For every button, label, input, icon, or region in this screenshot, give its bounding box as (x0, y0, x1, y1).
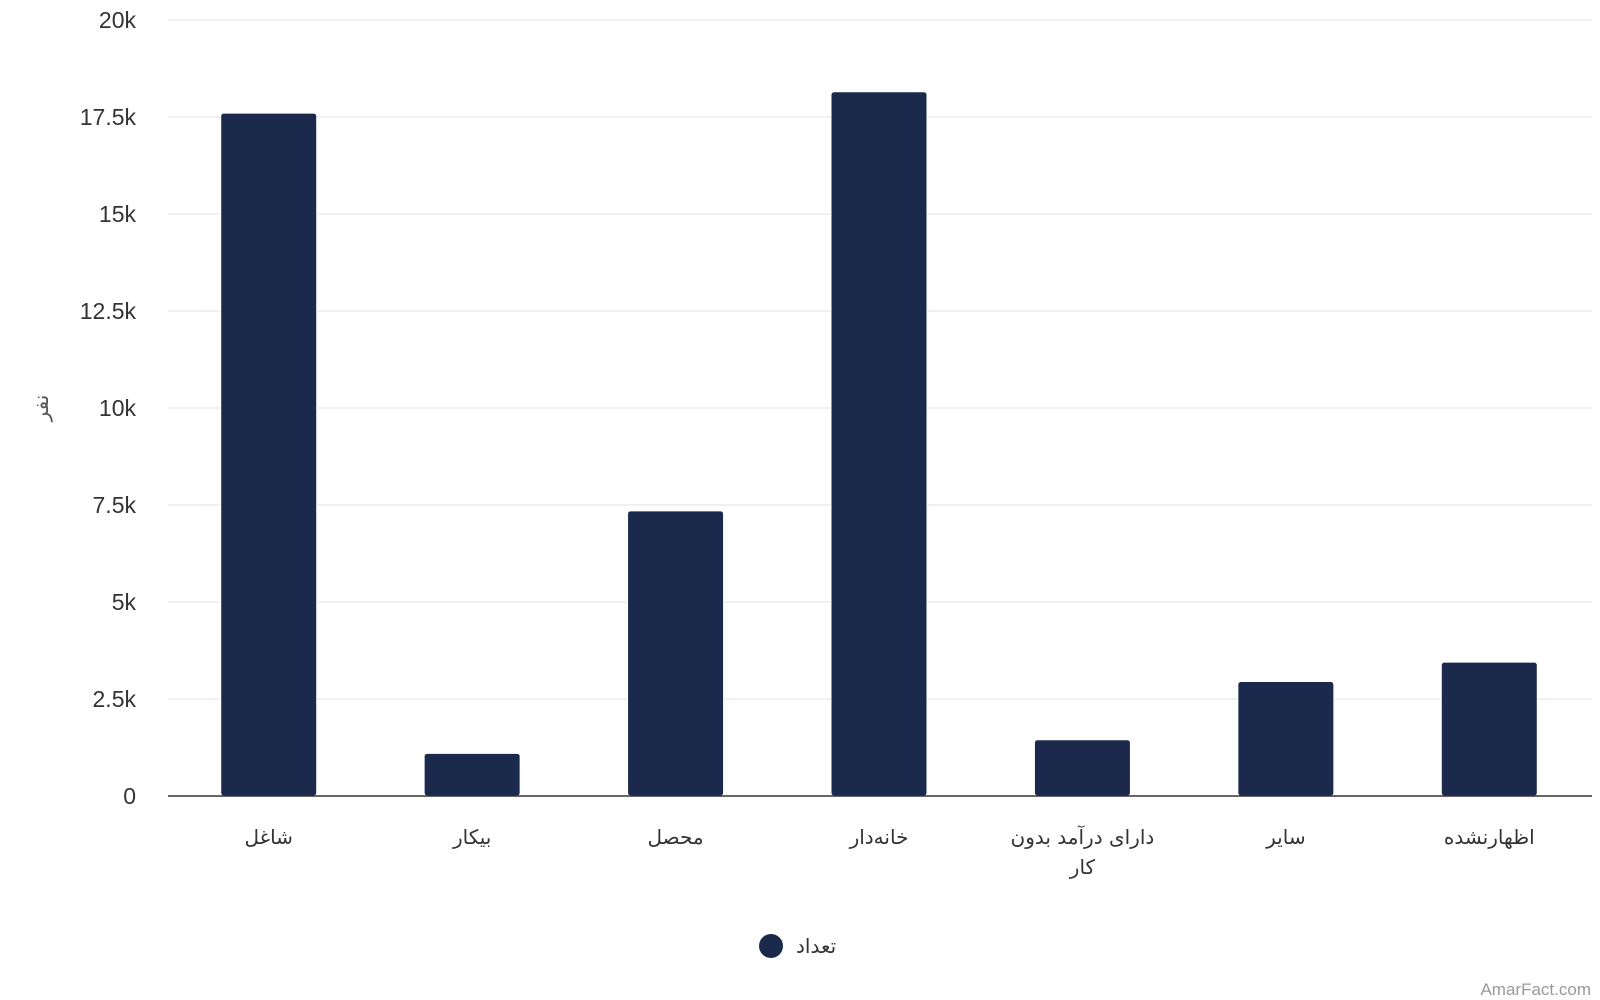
y-tick-label: 10k (99, 395, 137, 421)
x-tick-label: شاغل (244, 825, 292, 849)
x-tick-label: بیکار (452, 825, 491, 849)
bar[interactable] (627, 510, 725, 797)
credit-text[interactable]: AmarFact.com (1480, 980, 1591, 999)
y-tick-label: 15k (99, 201, 137, 227)
y-tick-label: 17.5k (80, 104, 137, 130)
y-tick-label: 12.5k (80, 298, 137, 324)
y-tick-label: 0 (123, 783, 136, 809)
legend-swatch (759, 934, 783, 958)
x-axis-labels: شاغل بیکار محصل خانه‌دار دارای درآمد بدون کار… (244, 824, 1534, 879)
y-tick-label: 5k (112, 589, 137, 615)
bar[interactable] (220, 112, 318, 797)
x-tick-label: دارای درآمد بدون کار (1011, 824, 1155, 879)
y-axis-ticks: 0 2.5k 5k 7.5k 10k 12.5k 15k 17.5k 20k (80, 7, 137, 809)
x-tick-label: اظهارنشده (1444, 825, 1535, 849)
bar[interactable] (423, 752, 521, 797)
x-tick-label: محصل (648, 825, 704, 849)
bar[interactable] (830, 91, 928, 797)
y-tick-label: 7.5k (93, 492, 137, 518)
y-tick-label: 2.5k (93, 686, 137, 712)
legend-label: تعداد (796, 934, 836, 958)
x-tick-label: خانه‌دار (849, 825, 909, 849)
bar[interactable] (1033, 739, 1131, 797)
bar[interactable] (1237, 681, 1335, 797)
y-axis-title: نفر (29, 395, 53, 423)
legend[interactable]: تعداد (759, 934, 836, 958)
y-tick-label: 20k (99, 7, 137, 33)
bar[interactable] (1440, 661, 1538, 797)
x-tick-label: سایر (1265, 825, 1305, 849)
bars (220, 91, 1538, 797)
